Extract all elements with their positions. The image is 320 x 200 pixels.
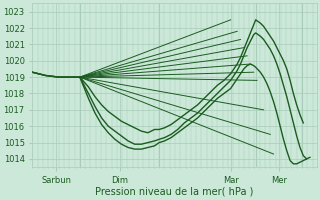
X-axis label: Pression niveau de la mer( hPa ): Pression niveau de la mer( hPa ) xyxy=(95,187,253,197)
